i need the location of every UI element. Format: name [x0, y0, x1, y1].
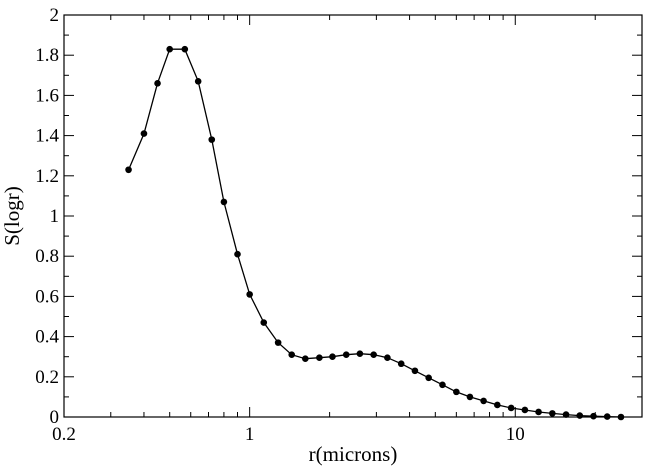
data-point — [411, 367, 419, 375]
series-line — [128, 48, 622, 418]
data-point — [425, 374, 432, 382]
data-point — [234, 250, 241, 258]
data-point — [356, 350, 364, 357]
data-point — [439, 381, 446, 389]
data-point — [617, 413, 625, 421]
data-point — [466, 393, 474, 401]
data-point — [603, 413, 611, 420]
data-point — [494, 401, 501, 409]
data-point — [342, 351, 350, 358]
data-point — [535, 408, 542, 416]
data-point — [154, 80, 161, 87]
plot-frame — [63, 14, 643, 418]
data-point — [576, 412, 584, 419]
y-tick-label: 0 — [50, 407, 60, 428]
data-point — [181, 45, 189, 53]
y-tick-label: 1.6 — [35, 85, 59, 106]
data-point — [549, 410, 556, 417]
data-point — [480, 397, 487, 405]
data-point — [125, 166, 132, 174]
data-point — [246, 291, 253, 298]
y-tick-label: 0.8 — [35, 246, 59, 267]
data-point — [370, 351, 377, 358]
x-tick-label: 1 — [245, 424, 255, 445]
data-point — [140, 130, 148, 137]
y-tick-label: 0.6 — [35, 286, 59, 307]
series-layer — [125, 45, 625, 421]
y-tick-label: 1.4 — [35, 126, 59, 147]
data-point — [521, 406, 529, 414]
y-tick-label: 1 — [50, 206, 60, 227]
data-point — [453, 388, 460, 396]
ticks-layer: 00.20.40.60.811.21.41.61.820.2 1 10 — [35, 5, 643, 445]
y-tick-label: 1.8 — [35, 45, 59, 66]
data-point — [329, 353, 336, 361]
x-tick-label: 0.2 — [52, 424, 76, 445]
data-point — [260, 319, 268, 326]
y-tick-label: 0.4 — [35, 327, 59, 348]
x-tick-label: 10 — [506, 424, 525, 445]
data-point — [590, 412, 597, 420]
data-point — [397, 360, 405, 368]
y-tick-label: 0.2 — [35, 367, 59, 388]
data-point — [220, 198, 228, 206]
y-tick-label: 2 — [50, 5, 60, 26]
data-point — [194, 78, 202, 85]
data-point — [316, 354, 323, 362]
x-axis-title: r(microns) — [309, 442, 398, 466]
data-point — [507, 404, 515, 412]
data-point — [302, 355, 309, 363]
y-tick-label: 1.2 — [35, 166, 59, 187]
y-axis-title: S(logr) — [0, 186, 24, 246]
data-point — [274, 339, 282, 346]
data-point — [288, 351, 296, 358]
data-point — [208, 136, 216, 143]
data-point — [384, 354, 391, 362]
data-point — [166, 45, 173, 53]
data-point — [562, 411, 570, 418]
